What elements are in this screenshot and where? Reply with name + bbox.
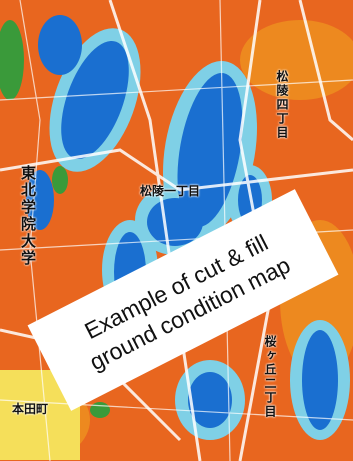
place-label: 桜ヶ丘二丁目 [263,335,277,419]
place-label: 松陵一丁目 [140,184,201,198]
place-label: 松陵四丁目 [275,70,289,140]
place-label: 本田町 [12,402,49,416]
place-label: 東北学院大学 [19,165,37,267]
